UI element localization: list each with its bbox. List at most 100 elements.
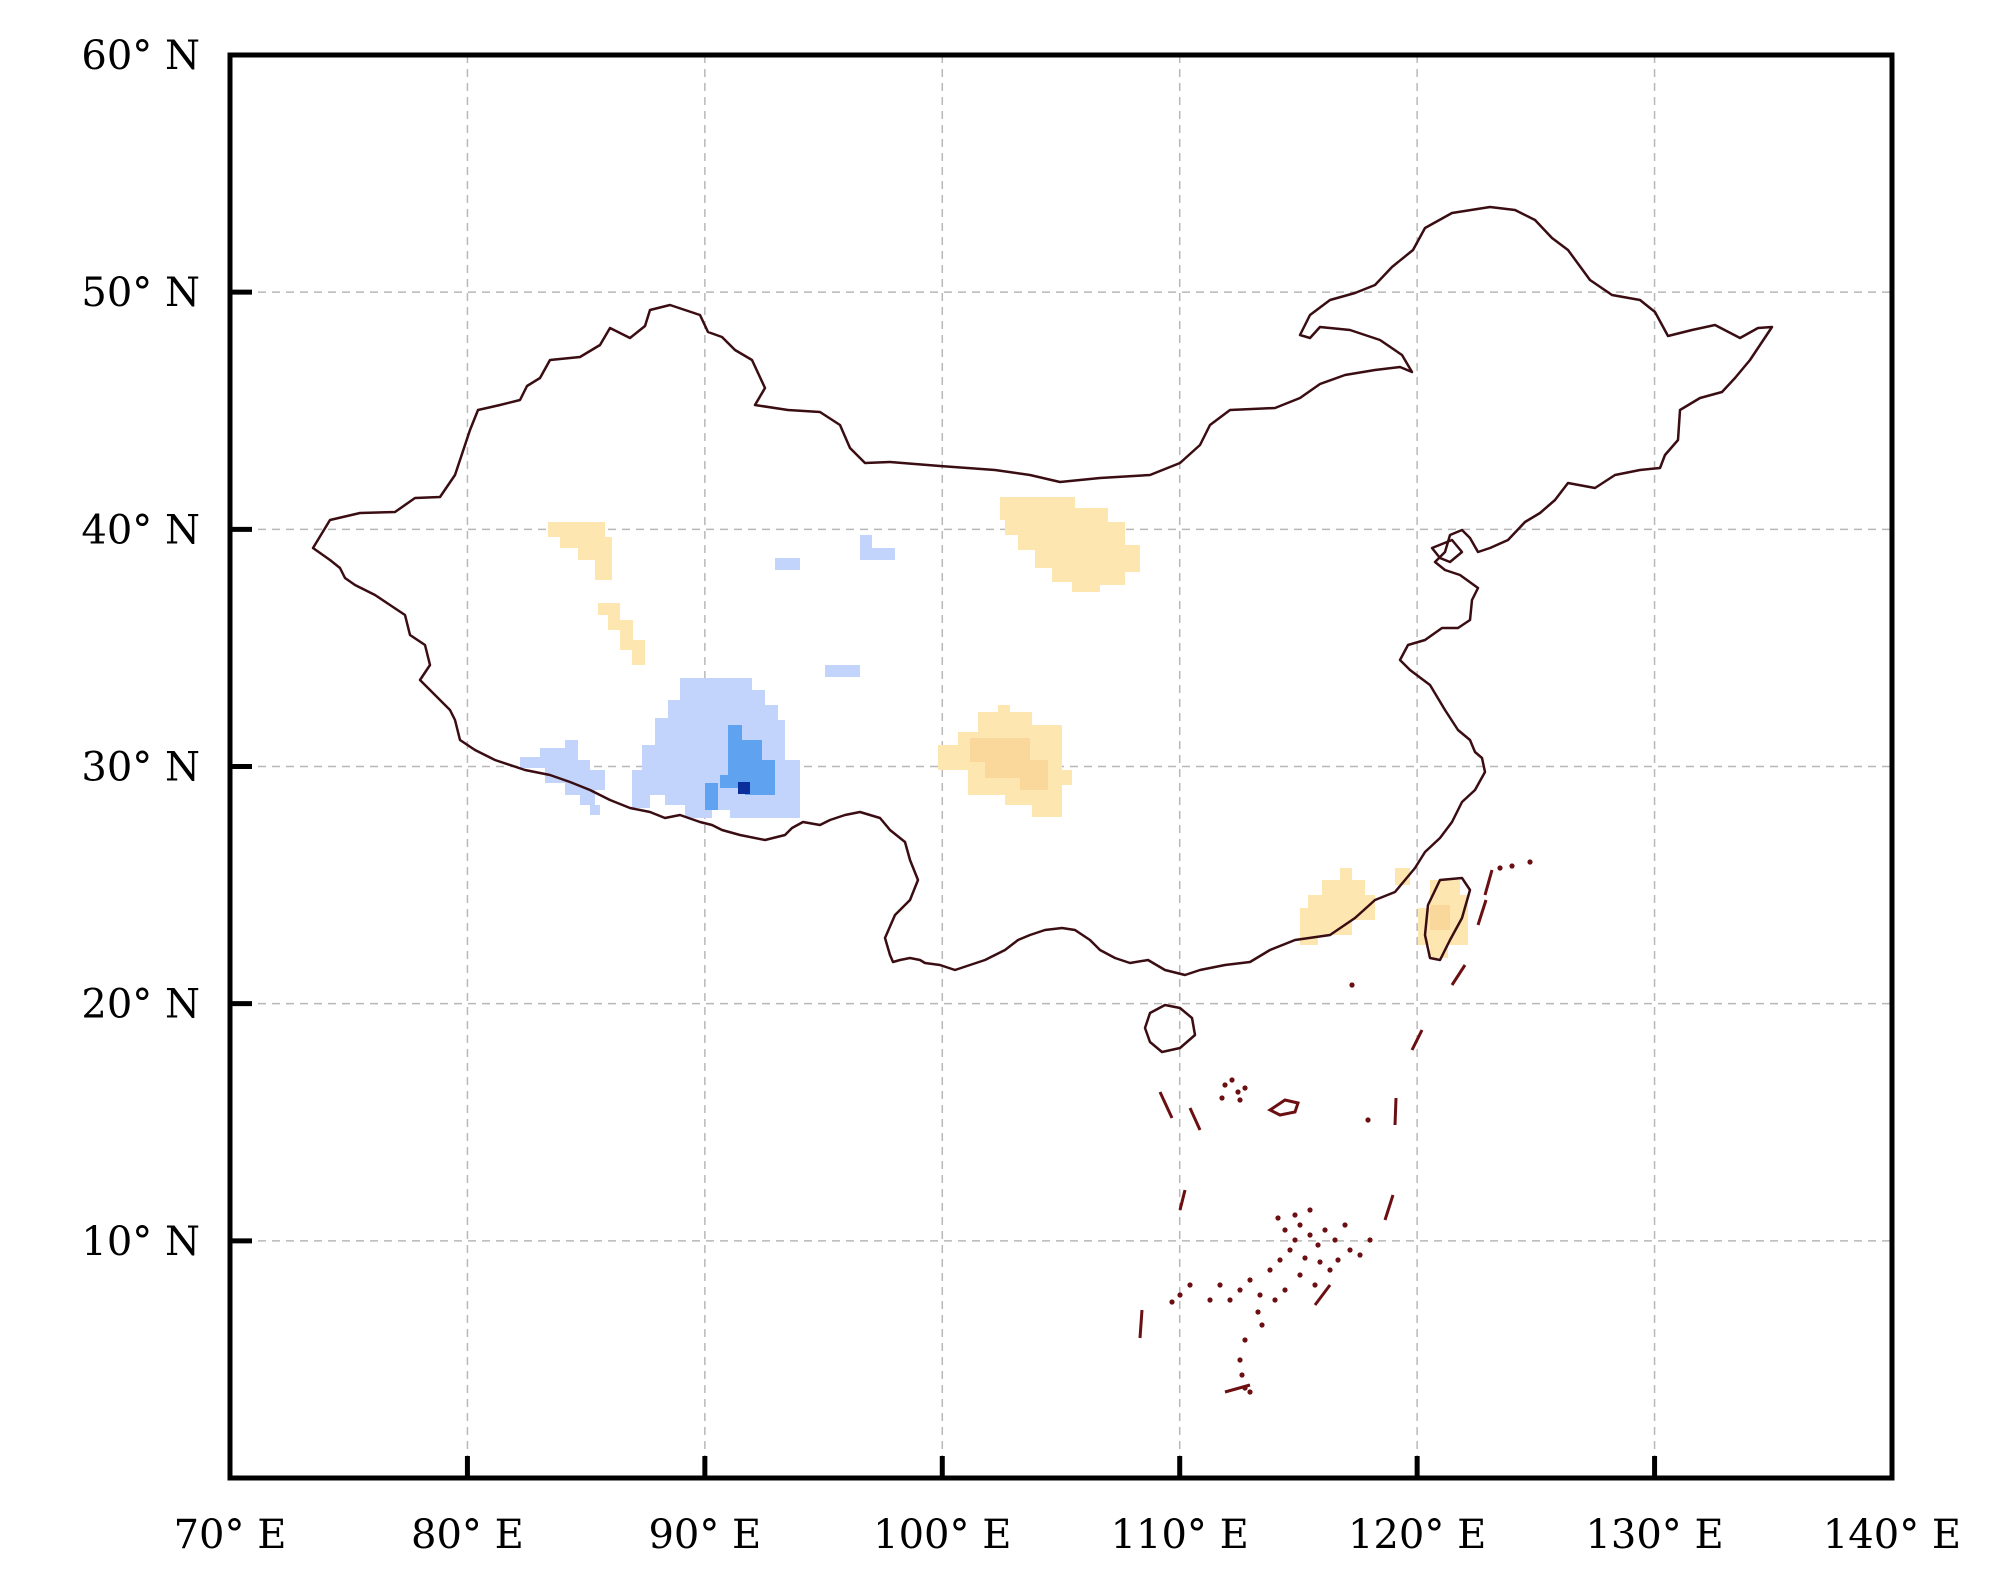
x-tick-label: 120° E bbox=[1348, 1512, 1486, 1558]
island-dot bbox=[1237, 1287, 1243, 1293]
island-dot bbox=[1327, 1267, 1333, 1273]
island-dot bbox=[1347, 1247, 1353, 1253]
y-tick-label: 30° N bbox=[81, 745, 200, 791]
x-tick-label: 140° E bbox=[1823, 1512, 1961, 1558]
island-dot bbox=[1307, 1232, 1313, 1238]
island-dot bbox=[1207, 1297, 1213, 1303]
island-dot bbox=[1247, 1277, 1253, 1283]
island-dot bbox=[1365, 1117, 1371, 1123]
island-dot bbox=[1277, 1257, 1283, 1263]
patch-blue-small-3 bbox=[825, 665, 860, 677]
x-tick-label: 110° E bbox=[1111, 1512, 1249, 1558]
y-axis-labels: 60° N 50° N 40° N 30° N 20° N 10° N bbox=[81, 33, 200, 1265]
mainland-outline bbox=[311, 205, 1774, 977]
x-tick-label: 70° E bbox=[174, 1512, 287, 1558]
island-dot bbox=[1312, 1282, 1318, 1288]
taiwan-outline bbox=[1423, 876, 1472, 962]
axis-ticks bbox=[230, 289, 1658, 1478]
island-dot bbox=[1237, 1097, 1243, 1103]
x-axis-labels: 70° E 80° E 90° E 100° E 110° E 120° E 130° E 1… bbox=[174, 1512, 1962, 1558]
patch-orange-tarim-south bbox=[598, 603, 645, 665]
dash-1 bbox=[1476, 899, 1488, 926]
patch-blue-core-2 bbox=[705, 783, 718, 810]
island-dot bbox=[1335, 1257, 1341, 1263]
island-dot bbox=[1257, 1292, 1263, 1298]
dash-3 bbox=[1410, 1029, 1424, 1051]
dash-2 bbox=[1450, 964, 1467, 986]
island-dot bbox=[1222, 1082, 1228, 1088]
patch-orange-tarim-north bbox=[548, 522, 612, 580]
y-tick-label: 60° N bbox=[81, 33, 200, 79]
island-dot bbox=[1239, 1372, 1245, 1378]
island-dot bbox=[1302, 1255, 1308, 1261]
patch-orange-fujian-coast bbox=[1395, 868, 1410, 885]
bohai-inner bbox=[1430, 538, 1464, 564]
island-dot bbox=[1322, 1227, 1328, 1233]
dash-8 bbox=[1138, 1309, 1144, 1339]
island-dot bbox=[1307, 1207, 1313, 1213]
orange-darker-patches bbox=[970, 738, 1450, 930]
island-dot bbox=[1235, 1089, 1241, 1095]
x-tick-label: 130° E bbox=[1585, 1512, 1723, 1558]
anomaly-shading bbox=[520, 497, 1468, 958]
island-dot bbox=[1219, 1095, 1225, 1101]
island-dot bbox=[1242, 1337, 1248, 1343]
blue-mid-patches bbox=[705, 725, 775, 810]
patch-blue-max bbox=[738, 782, 750, 794]
blue-dark-patches bbox=[738, 782, 750, 794]
hainan-outline bbox=[1143, 1003, 1197, 1054]
island-dot bbox=[1367, 1237, 1373, 1243]
island-dot bbox=[1349, 982, 1355, 988]
island-dot bbox=[1292, 1237, 1298, 1243]
y-tick-label: 20° N bbox=[81, 982, 200, 1028]
island-dot bbox=[1187, 1282, 1193, 1288]
island-dot bbox=[1169, 1299, 1175, 1305]
x-tick-label: 100° E bbox=[873, 1512, 1011, 1558]
island-dot bbox=[1275, 1215, 1281, 1221]
dash-6 bbox=[1313, 1284, 1332, 1306]
country-boundary bbox=[311, 205, 1774, 1054]
patch-blue-small-1 bbox=[775, 558, 800, 570]
island-dot bbox=[1217, 1282, 1223, 1288]
y-tick-label: 40° N bbox=[81, 507, 200, 553]
island-dot bbox=[1237, 1357, 1243, 1363]
patch-orange-sichuan-core bbox=[970, 738, 1048, 790]
island-dot bbox=[1297, 1222, 1303, 1228]
island-dot bbox=[1242, 1085, 1248, 1091]
island-dot bbox=[1527, 859, 1533, 865]
island-dot bbox=[1282, 1227, 1288, 1233]
patch-orange-fujian bbox=[1300, 868, 1375, 945]
patch-blue-core bbox=[720, 725, 775, 795]
island-dot bbox=[1259, 1322, 1265, 1328]
dash-5 bbox=[1383, 1194, 1395, 1221]
island-dot bbox=[1509, 863, 1515, 869]
island-dot bbox=[1267, 1267, 1273, 1273]
island-dot bbox=[1272, 1297, 1278, 1303]
y-tick-label: 50° N bbox=[81, 270, 200, 316]
dash-11 bbox=[1188, 1107, 1202, 1131]
dash-9 bbox=[1178, 1189, 1187, 1211]
patch-blue-small-4 bbox=[590, 805, 600, 815]
island-dot bbox=[1177, 1292, 1183, 1298]
island-dot bbox=[1242, 1385, 1248, 1391]
patch-orange-alxa bbox=[1000, 497, 1140, 592]
taiwan-east-dash bbox=[1483, 869, 1494, 896]
y-tick-label: 10° N bbox=[81, 1219, 200, 1265]
patch-orange-taiwan-core bbox=[1430, 905, 1450, 930]
x-tick-label: 90° E bbox=[648, 1512, 761, 1558]
island-dot bbox=[1282, 1287, 1288, 1293]
island-dot bbox=[1255, 1309, 1261, 1315]
island-dot bbox=[1342, 1222, 1348, 1228]
island-ring bbox=[1267, 1098, 1300, 1117]
south-china-sea-boundary bbox=[1138, 869, 1494, 1394]
island-dot bbox=[1247, 1389, 1253, 1395]
island-dot bbox=[1297, 1272, 1303, 1278]
island-dot bbox=[1497, 865, 1503, 871]
island-dot bbox=[1332, 1237, 1338, 1243]
dash-10 bbox=[1158, 1091, 1174, 1119]
islands bbox=[1169, 859, 1533, 1395]
patch-blue-small-2 bbox=[860, 535, 895, 560]
x-tick-label: 80° E bbox=[411, 1512, 524, 1558]
island-dot bbox=[1317, 1259, 1323, 1265]
